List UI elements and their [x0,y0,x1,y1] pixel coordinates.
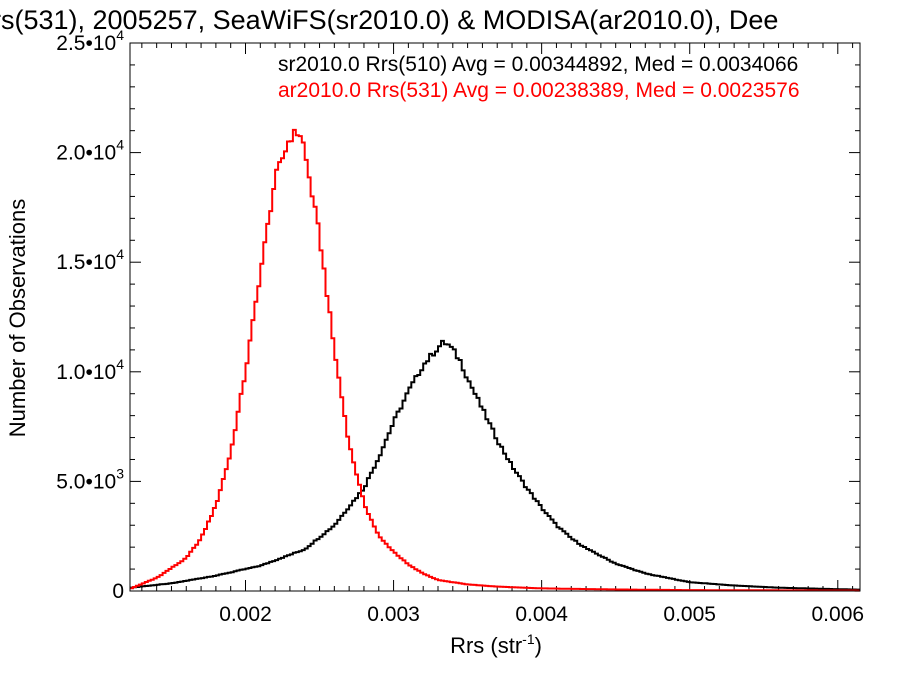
y-tick-mantissa: 5.0•10 [56,470,116,493]
y-tick-label: 5.0•103 [56,465,124,493]
x-tick-label: 0.002 [219,603,272,626]
x-tick-label: 0.005 [663,603,716,626]
y-tick-label: 0 [112,580,124,603]
x-tick-label: 0.006 [812,603,865,626]
x-tick-label: 0.003 [367,603,420,626]
series-layer [130,128,860,592]
chart-title: rs(531), 2005257, SeaWiFS(sr2010.0) & MO… [0,5,778,35]
y-tick-mantissa: 1.0•10 [56,361,116,384]
y-tick-mantissa: 2.5•10 [56,32,116,55]
y-axis-label: Number of Observations [5,199,30,437]
x-axis-label-exponent: -1 [522,631,535,647]
y-tick-mantissa: 2.0•10 [56,142,116,165]
y-tick-label: 2.5•104 [56,27,124,55]
x-axis-label-text: Rrs (str [450,633,522,658]
y-tick-exponent: 4 [116,356,124,372]
legend-entry-red: ar2010.0 Rrs(531) Avg = 0.00238389, Med … [278,79,800,102]
y-tick-exponent: 3 [116,465,124,481]
y-tick-exponent: 4 [116,246,124,262]
legend-entry-black: sr2010.0 Rrs(510) Avg = 0.00344892, Med … [278,53,798,76]
y-tick-exponent: 4 [116,137,124,153]
x-axis-label: Rrs (str-1) [450,631,542,658]
plot-frame [129,42,861,592]
y-tick-exponent: 4 [116,27,124,43]
histogram-series-red [130,128,860,592]
y-tick-label: 1.0•104 [56,356,124,384]
y-tick-label: 2.0•104 [56,137,124,165]
y-tick-label: 1.5•104 [56,246,124,274]
x-tick-label: 0.004 [515,603,568,626]
y-tick-mantissa: 1.5•10 [56,251,116,274]
histogram-series-black [130,339,860,591]
tick-layer: 0.002 0.003 0.004 0.005 0.00605.0•1031.0•104… [56,27,864,626]
x-axis-label-close: ) [535,633,542,658]
y-tick-mantissa: 0 [112,580,124,603]
